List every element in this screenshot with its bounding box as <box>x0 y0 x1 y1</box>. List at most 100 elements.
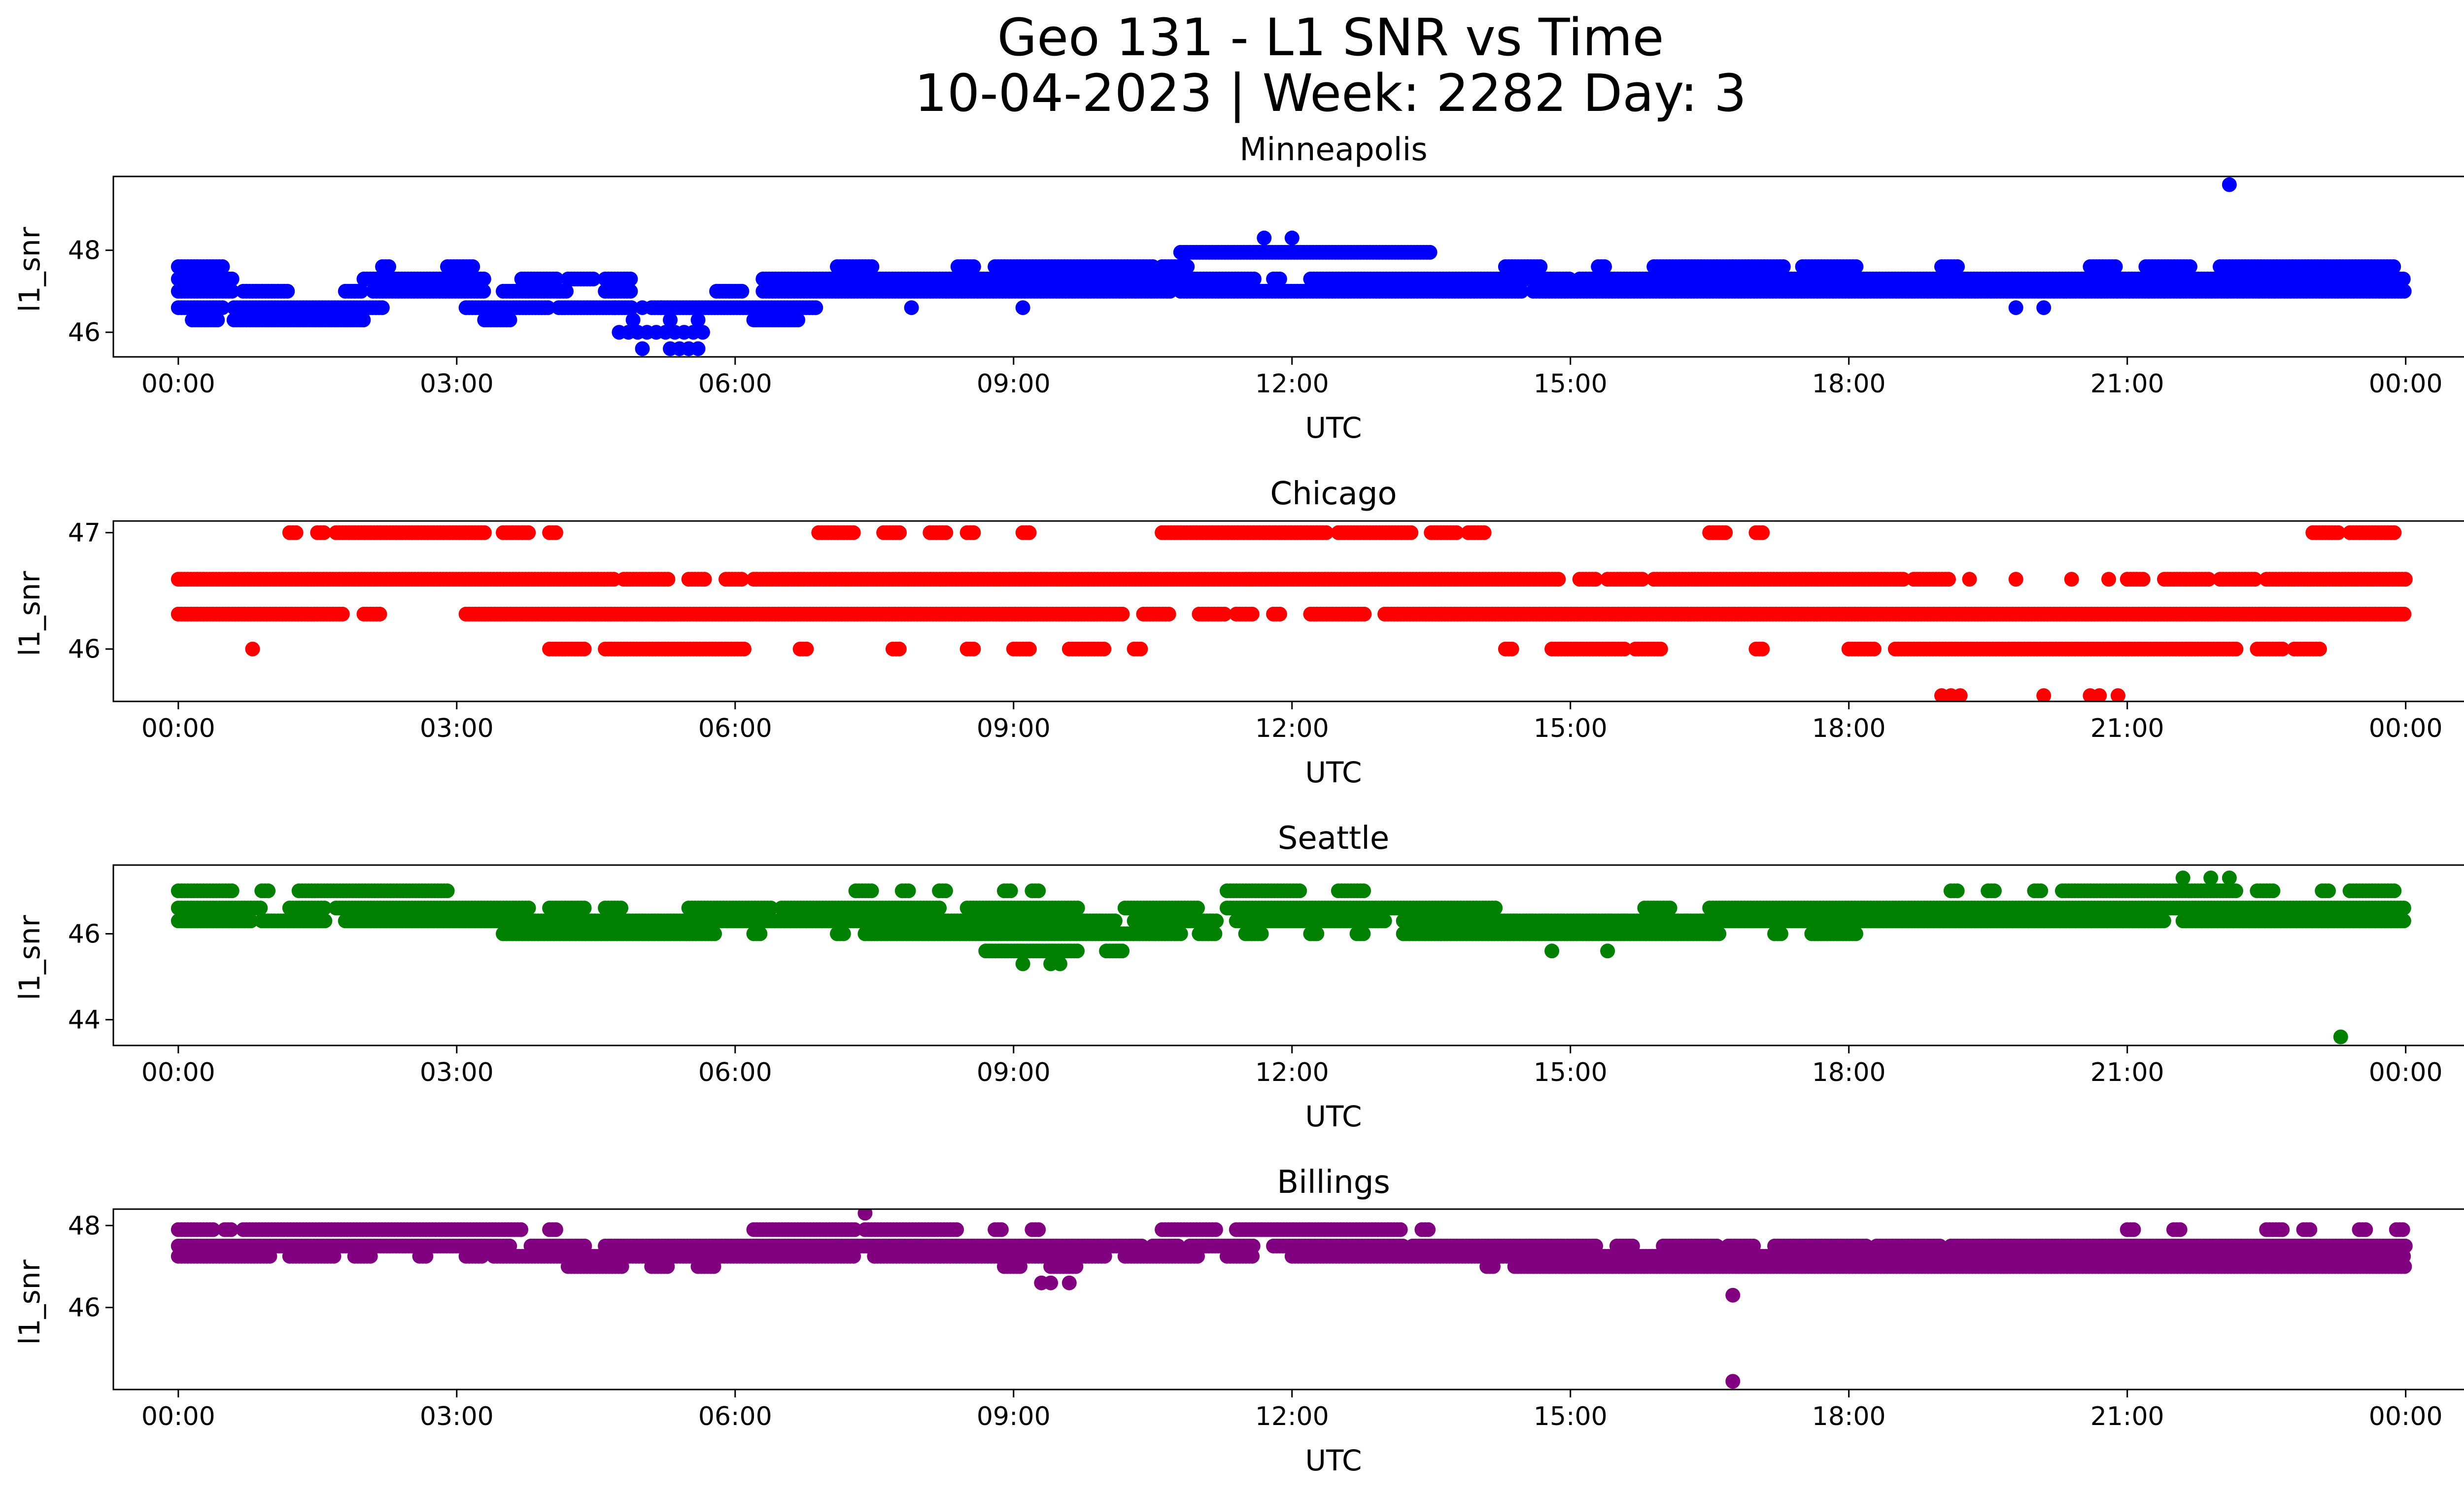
x-tick-label: 00:00 <box>141 714 215 743</box>
y-tick-label: 46 <box>68 318 101 348</box>
data-point <box>695 325 710 340</box>
panel-title: Minneapolis <box>1239 132 1427 168</box>
data-point <box>1551 572 1566 587</box>
x-tick-label: 15:00 <box>1534 369 1608 399</box>
x-axis-label: UTC <box>1305 756 1362 789</box>
y-axis-label: l1_snr <box>13 571 46 656</box>
data-point <box>1272 272 1287 286</box>
data-point <box>372 606 387 622</box>
panel-title: Chicago <box>1270 476 1397 512</box>
data-point <box>2396 272 2411 286</box>
data-point <box>1449 525 1464 540</box>
series-marks <box>171 870 2411 1044</box>
x-tick-label: 06:00 <box>698 369 772 399</box>
x-tick-label: 09:00 <box>977 714 1051 743</box>
data-point <box>799 641 814 657</box>
data-point <box>1952 688 1968 701</box>
data-point <box>2396 913 2411 929</box>
data-point <box>892 525 907 540</box>
data-point <box>549 272 564 286</box>
data-point <box>577 901 592 916</box>
data-point <box>215 259 230 274</box>
data-point <box>1941 572 1956 587</box>
data-point <box>1653 641 1668 657</box>
data-point <box>356 313 371 328</box>
scatter-layer <box>171 870 2411 1044</box>
data-point <box>623 283 638 299</box>
data-point <box>243 913 259 929</box>
data-point <box>1115 606 1130 622</box>
data-point <box>2156 913 2171 929</box>
y-tick-label: 48 <box>68 236 101 266</box>
x-tick-label: 15:00 <box>1534 714 1608 743</box>
data-point <box>2092 688 2107 701</box>
panel-title: Seattle <box>1278 820 1390 857</box>
data-point <box>2135 572 2151 587</box>
data-point <box>1357 606 1372 622</box>
data-point <box>707 926 722 941</box>
data-point <box>690 341 706 356</box>
data-point <box>1896 572 1911 587</box>
data-point <box>1163 283 1178 299</box>
data-point <box>864 259 880 274</box>
data-point <box>663 313 678 328</box>
data-point <box>1284 230 1300 245</box>
x-tick-label: 00:00 <box>2369 714 2443 743</box>
x-axis-label: UTC <box>1305 1100 1362 1133</box>
data-point <box>317 901 332 916</box>
data-point <box>2008 300 2023 315</box>
data-point <box>2064 572 2079 587</box>
data-point <box>1662 901 1677 916</box>
data-point <box>1403 525 1419 540</box>
data-point <box>2397 572 2413 587</box>
data-point <box>2396 901 2411 916</box>
data-point <box>224 272 240 286</box>
data-point <box>2396 283 2412 299</box>
data-point <box>2183 259 2197 274</box>
data-point <box>317 913 333 929</box>
data-point <box>1755 641 1770 657</box>
data-point <box>1319 525 1334 540</box>
data-point <box>2386 259 2401 274</box>
data-point <box>1755 525 1770 540</box>
data-point <box>690 313 706 328</box>
data-point <box>521 525 536 540</box>
data-point <box>808 300 823 315</box>
data-point <box>2228 641 2244 657</box>
data-point <box>625 313 641 328</box>
data-point <box>2008 572 2023 587</box>
data-point <box>966 259 981 274</box>
data-point <box>1246 272 1262 286</box>
data-point <box>1422 244 1437 260</box>
data-point <box>891 641 907 657</box>
data-point <box>559 283 574 299</box>
x-tick-label: 18:00 <box>1812 369 1886 399</box>
data-point <box>1133 641 1148 657</box>
x-tick-label: 12:00 <box>1255 714 1329 743</box>
x-axis-label: UTC <box>1305 411 1362 445</box>
data-point <box>1504 641 1519 657</box>
data-point <box>1562 272 1577 286</box>
data-point <box>1588 572 1603 587</box>
x-tick-label: 00:00 <box>2369 369 2443 399</box>
data-point <box>607 300 622 315</box>
data-point <box>763 901 779 916</box>
y-tick-label: 46 <box>68 635 101 664</box>
panel-minneapolis: Minneapolis UTC l1_snr 00:00 03:00 06:00 09… <box>13 132 2464 445</box>
data-point <box>1217 606 1232 622</box>
data-point <box>548 525 563 540</box>
data-point <box>1617 641 1632 657</box>
data-point <box>465 259 480 274</box>
data-point <box>734 572 749 587</box>
data-point <box>1488 901 1503 916</box>
data-point <box>1180 259 1195 274</box>
data-point <box>635 300 650 315</box>
series-marks <box>171 177 2412 356</box>
data-point <box>1161 606 1176 622</box>
data-point <box>2101 572 2116 587</box>
data-point <box>2108 259 2123 274</box>
data-point <box>966 641 981 657</box>
axis-ticks: 00:00 03:00 06:00 09:00 12:00 15:00 18:00 21:00… <box>68 175 2464 399</box>
axes-frame <box>112 520 2464 702</box>
